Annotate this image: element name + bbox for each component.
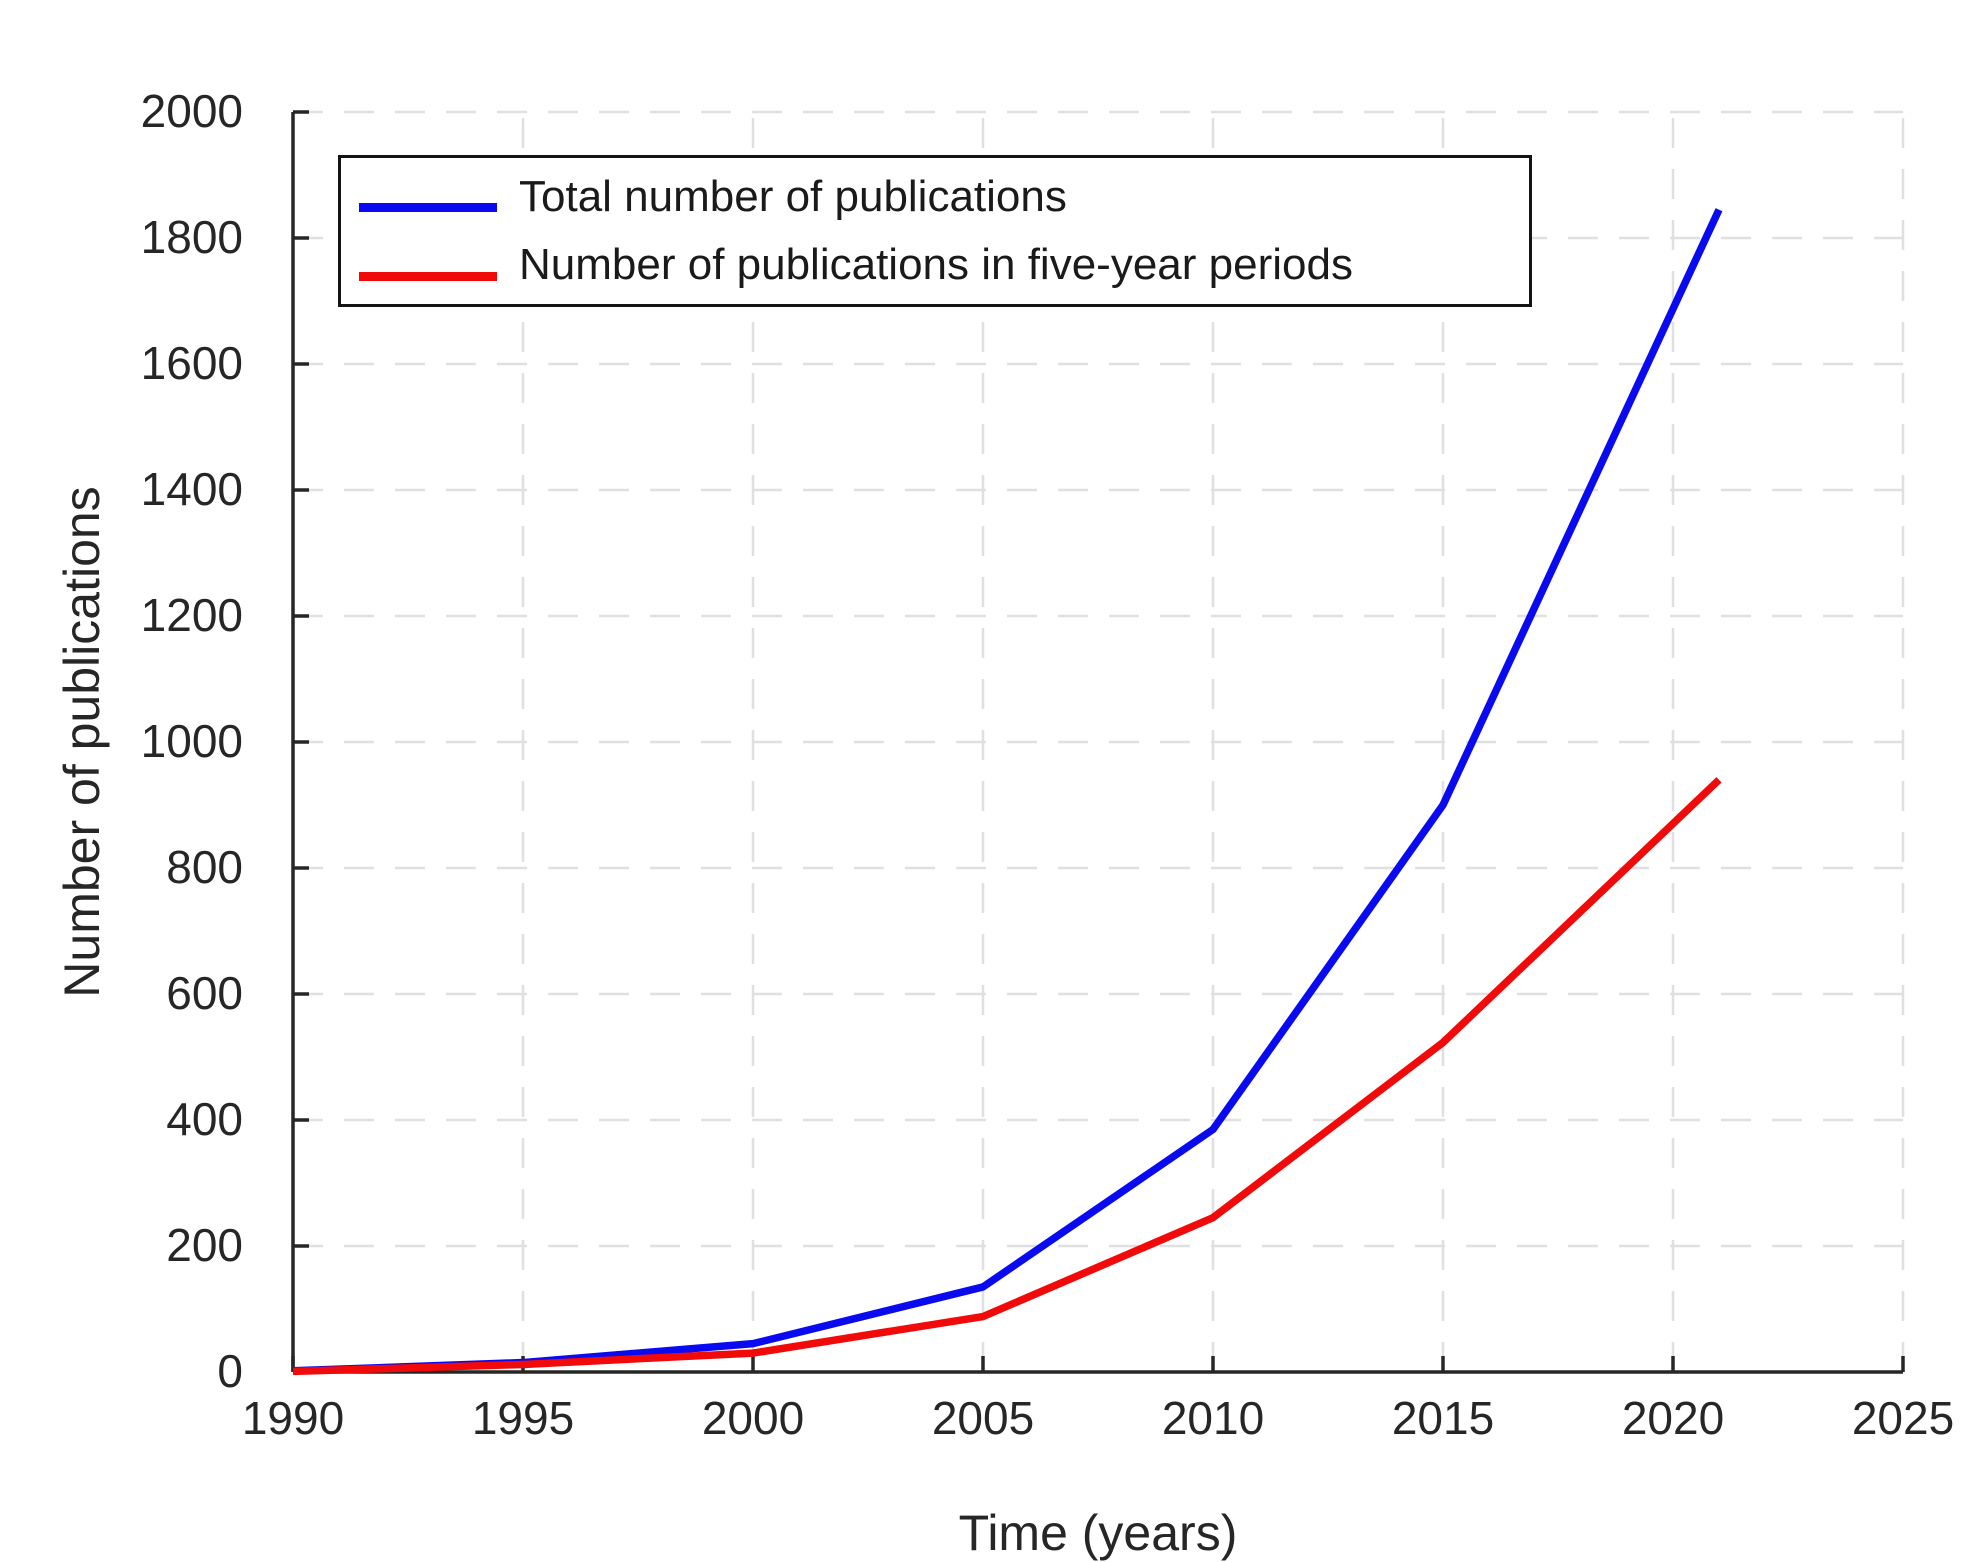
legend-item-total: Total number of publications [359, 167, 1529, 227]
y-tick-label: 1000 [141, 715, 243, 767]
x-tick-label: 2005 [932, 1392, 1034, 1444]
y-tick-label: 400 [166, 1093, 243, 1145]
x-tick-label: 2015 [1392, 1392, 1494, 1444]
series-line-0 [292, 208, 1723, 1375]
x-axis-title: Time (years) [958, 1505, 1238, 1561]
x-tick-label: 2000 [702, 1392, 804, 1444]
y-axis-title: Number of publications [54, 486, 110, 998]
legend: Total number of publications Number of p… [338, 155, 1532, 307]
x-tick-label: 1995 [472, 1392, 574, 1444]
x-tick-label: 1990 [242, 1392, 344, 1444]
legend-item-five-year: Number of publications in five-year peri… [359, 235, 1529, 295]
y-tick-label: 1400 [141, 463, 243, 515]
legend-label-five-year: Number of publications in five-year peri… [519, 240, 1353, 290]
y-tick-label: 2000 [141, 85, 243, 137]
y-tick-label: 1200 [141, 589, 243, 641]
y-tick-label: 200 [166, 1219, 243, 1271]
series-line-1 [292, 777, 1722, 1376]
x-tick-label: 2025 [1852, 1392, 1954, 1444]
legend-line-sample-red [359, 271, 497, 281]
legend-line-sample-blue [359, 203, 497, 213]
y-tick-label: 800 [166, 841, 243, 893]
y-tick-label: 1800 [141, 211, 243, 263]
y-tick-label: 1600 [141, 337, 243, 389]
x-tick-label: 2020 [1622, 1392, 1724, 1444]
legend-label-total: Total number of publications [519, 171, 1067, 221]
y-tick-label: 600 [166, 967, 243, 1019]
y-tick-label: 0 [217, 1345, 243, 1397]
x-tick-label: 2010 [1162, 1392, 1264, 1444]
